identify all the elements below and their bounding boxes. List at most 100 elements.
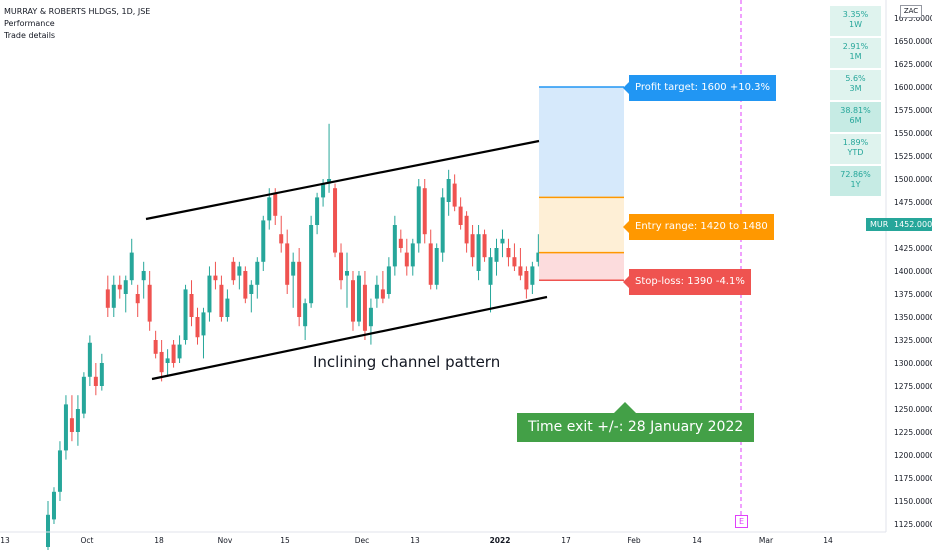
stop-zone: [539, 252, 624, 281]
candle: [327, 123, 332, 193]
candle: [309, 215, 314, 308]
candle: [380, 271, 385, 304]
candle-body: [147, 284, 152, 322]
currency-button[interactable]: ZAC: [900, 5, 922, 18]
performance-link[interactable]: Performance: [4, 19, 55, 28]
price-tick-label: 1525.0000: [894, 152, 932, 161]
candle-body: [530, 266, 535, 285]
candle-body: [105, 289, 110, 308]
candle: [111, 275, 116, 317]
candle-body: [249, 284, 254, 294]
candle-body: [404, 252, 409, 267]
candle: [261, 215, 266, 271]
candle: [237, 261, 242, 290]
candle-body: [506, 248, 511, 258]
stop-loss-label: Stop-loss: 1390 -4.1%: [623, 269, 751, 295]
candle: [177, 335, 182, 363]
entry-zone: [539, 197, 624, 253]
candle: [315, 192, 320, 235]
price-tick-label: 1550.0000: [894, 129, 932, 138]
perf-cell-3m: 5.6% 3M: [830, 70, 881, 100]
candle: [386, 257, 391, 299]
candle-body: [303, 303, 308, 327]
candle-body: [518, 266, 523, 276]
candle-body: [231, 261, 236, 281]
candle: [530, 261, 535, 294]
time-tick-label: Feb: [627, 536, 641, 545]
candle: [123, 275, 128, 313]
price-tick-label: 1200.0000: [894, 451, 932, 460]
candle: [207, 266, 212, 322]
price-tick-label: 1500.0000: [894, 175, 932, 184]
candle: [189, 280, 194, 327]
candle: [458, 197, 463, 230]
candle-body: [321, 183, 326, 198]
candle-body: [117, 284, 122, 290]
candle: [201, 307, 206, 359]
candle-body: [279, 234, 284, 244]
candle-body: [207, 275, 212, 313]
candle: [470, 225, 475, 267]
candle-body: [333, 188, 338, 253]
candle-body: [165, 358, 170, 363]
time-tick-label: Oct: [81, 536, 94, 545]
candle-body: [219, 284, 224, 317]
candle: [153, 330, 158, 359]
channel-lower-line[interactable]: [151, 295, 548, 381]
candle-body: [255, 261, 260, 285]
candle-body: [458, 206, 463, 225]
price-tick-label: 1475.0000: [894, 198, 932, 207]
time-exit-label: Time exit +/-: 28 January 2022: [517, 402, 755, 442]
candle: [183, 284, 188, 345]
candle: [46, 501, 50, 550]
candle: [410, 238, 415, 276]
candle-body: [201, 312, 206, 336]
candle-body: [416, 186, 421, 244]
candle-body: [494, 248, 499, 262]
candle: [452, 174, 457, 212]
time-tick-label: 17: [561, 536, 571, 545]
candle-body: [512, 257, 517, 267]
candle: [165, 349, 170, 377]
candle: [362, 271, 367, 340]
price-tag-symbol: MUR: [870, 220, 889, 229]
time-tick-label: 14: [823, 536, 833, 545]
price-tick-label: 1325.0000: [894, 336, 932, 345]
candle: [339, 243, 344, 290]
candle: [488, 248, 493, 313]
price-tick-label: 1350.0000: [894, 313, 932, 322]
candle-body: [159, 351, 164, 373]
candle-body: [93, 376, 98, 386]
channel-upper-line[interactable]: [145, 139, 540, 221]
perf-cell-1y: 72.86% 1Y: [830, 166, 881, 196]
candle: [75, 395, 80, 446]
profit-target-label: Profit target: 1600 +10.3%: [623, 75, 776, 101]
candle: [500, 229, 505, 258]
candle-body: [63, 404, 68, 451]
candle-body: [410, 243, 415, 267]
perf-cell-1m: 2.91% 1M: [830, 38, 881, 68]
price-tick-label: 1400.0000: [894, 267, 932, 276]
price-tick-label: 1675.0000: [894, 14, 932, 23]
candle: [135, 284, 140, 317]
candle: [231, 257, 236, 285]
candle-body: [368, 307, 373, 327]
trade-details-link[interactable]: Trade details: [4, 31, 56, 40]
time-tick-label: Mar: [759, 536, 774, 545]
perf-period: YTD: [847, 148, 864, 157]
candle-body: [123, 280, 128, 294]
candle: [279, 215, 284, 253]
candle-body: [237, 266, 242, 276]
candle: [291, 252, 296, 308]
candle-body: [362, 284, 367, 331]
earnings-marker-icon[interactable]: E: [735, 515, 748, 528]
candle-body: [285, 243, 290, 285]
perf-pct: 2.91%: [842, 42, 869, 51]
candle-body: [57, 450, 62, 492]
price-tick-label: 1225.0000: [894, 428, 932, 437]
candle-body: [111, 284, 116, 308]
candle: [225, 289, 230, 322]
candle-body: [153, 340, 158, 354]
